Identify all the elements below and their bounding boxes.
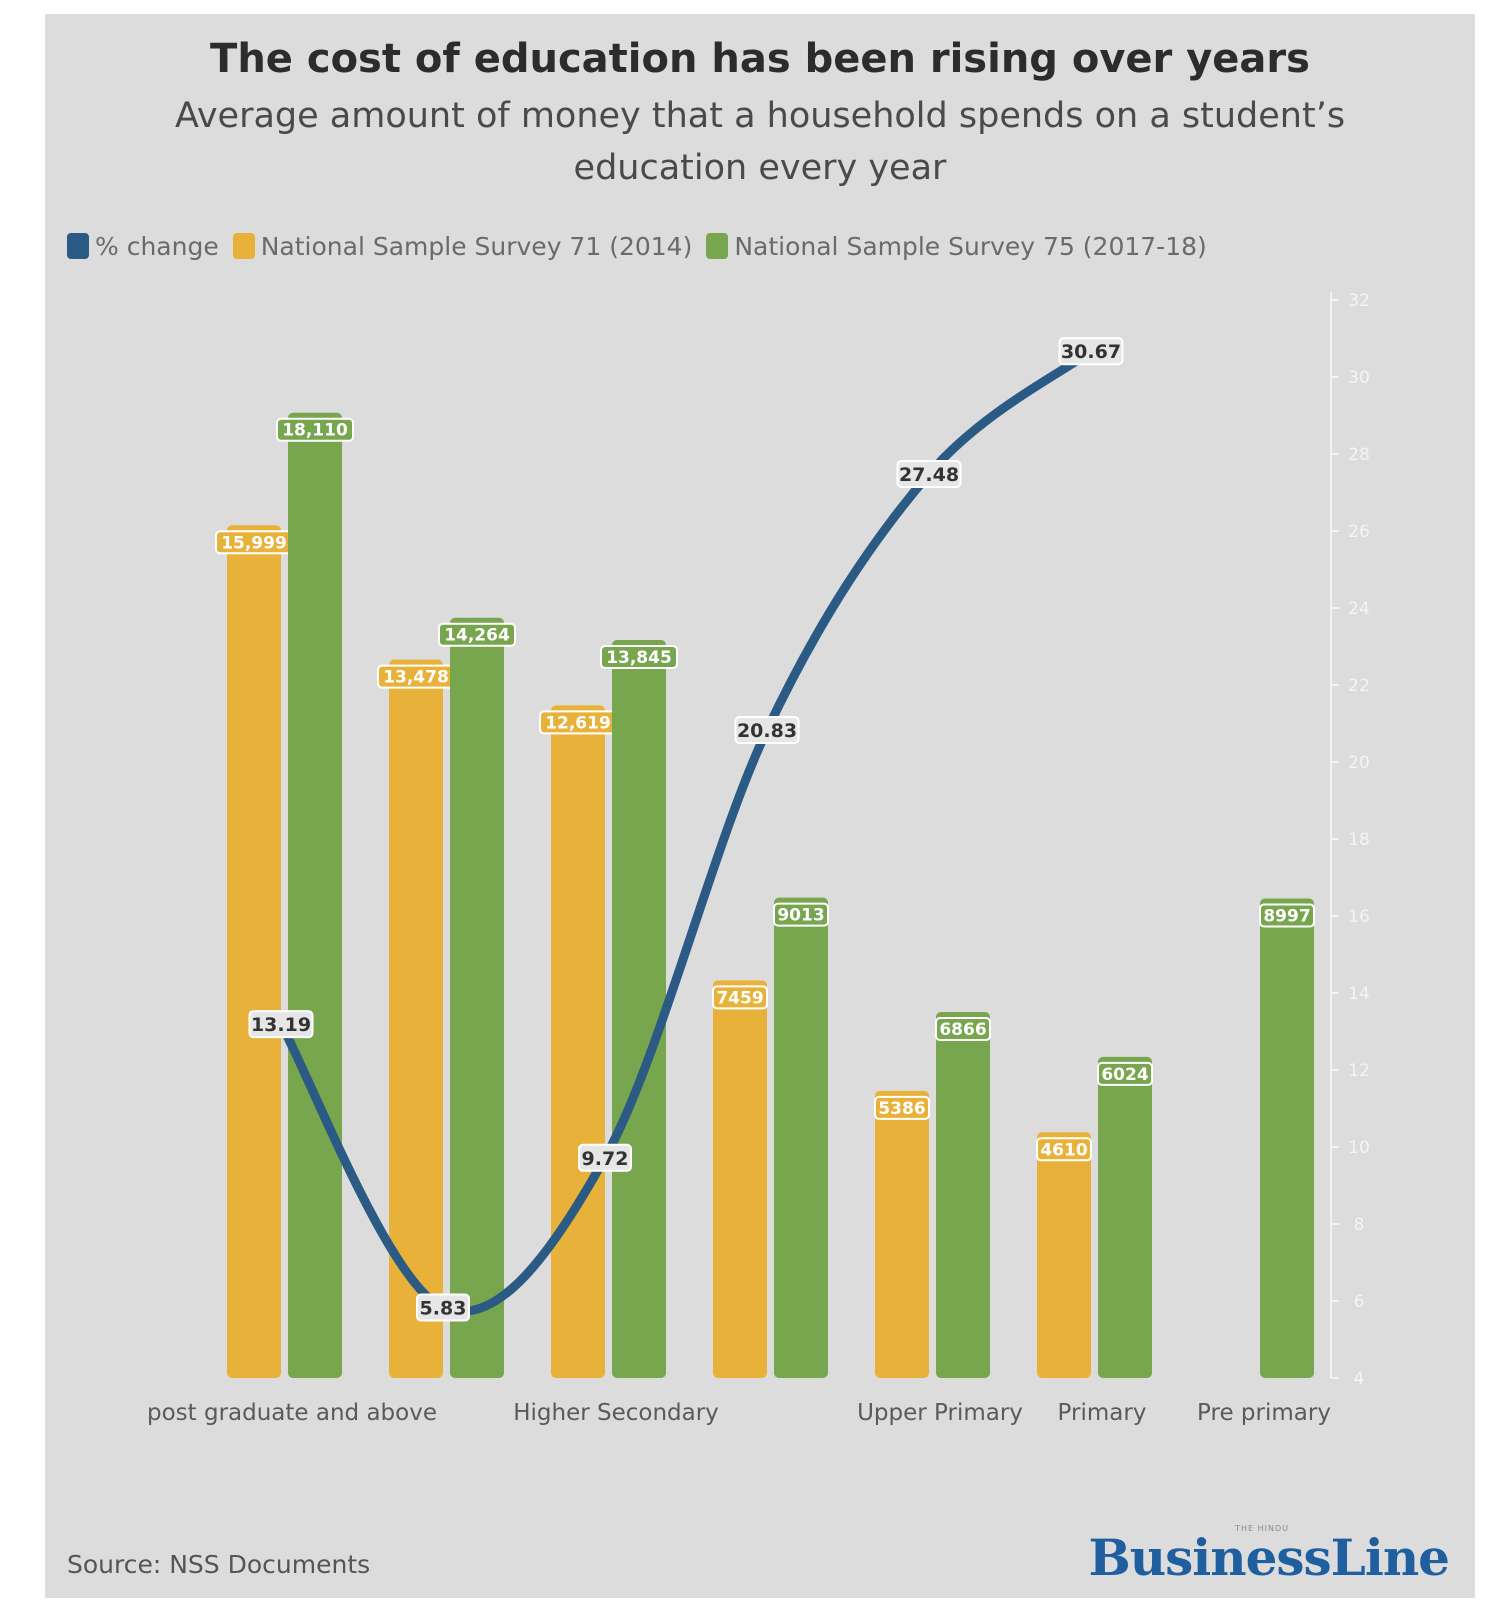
- x-tick-label: Primary: [1058, 1400, 1147, 1426]
- right-axis-tick-label: 18: [1348, 830, 1370, 850]
- right-axis-tick-label: 28: [1348, 445, 1370, 465]
- source-note: Source: NSS Documents: [67, 1550, 371, 1579]
- nss71-label: 12,619: [545, 713, 611, 733]
- nss75-bar: [774, 897, 828, 1378]
- pct-change-label-bg: [896, 460, 962, 489]
- right-axis-tick-label: 16: [1348, 907, 1370, 927]
- right-axis-tick-label: 24: [1348, 599, 1370, 619]
- legend-swatch-pct-change: [67, 233, 89, 259]
- pct-change-label-bg: [578, 1143, 632, 1172]
- nss75-label-bg: [1097, 1061, 1153, 1086]
- nss75-label: 13,845: [606, 648, 672, 668]
- nss75-label: 6866: [939, 1020, 986, 1040]
- right-axis-tick-label: 32: [1348, 291, 1370, 311]
- nss75-label-bg: [438, 622, 516, 647]
- nss71-bar: [551, 705, 605, 1378]
- nss75-label: 6024: [1101, 1065, 1148, 1085]
- x-tick-label: Pre primary: [1197, 1400, 1331, 1426]
- nss71-label: 13,478: [383, 668, 449, 688]
- nss75-bar: [612, 640, 666, 1378]
- brand-logo: BusinessLine: [1088, 1528, 1450, 1587]
- legend-label-pct-change: % change: [95, 231, 219, 261]
- nss71-bar: [875, 1090, 929, 1378]
- nss75-bar: [1260, 898, 1314, 1378]
- legend-label-nss75: National Sample Survey 75 (2017-18): [734, 231, 1207, 261]
- right-axis-tick-label: 10: [1348, 1138, 1370, 1158]
- right-axis-tick-label: 26: [1348, 522, 1370, 542]
- x-tick-label: post graduate and above: [147, 1400, 437, 1426]
- legend-swatch-nss75: [706, 233, 729, 259]
- nss75-bar: [1098, 1056, 1152, 1378]
- nss71-bar: [713, 980, 767, 1378]
- nss71-label-bg: [874, 1095, 930, 1120]
- pct-change-point-label: 13.19: [251, 1014, 311, 1036]
- nss71-label: 4610: [1040, 1140, 1087, 1160]
- nss75-label-bg: [935, 1017, 991, 1042]
- right-axis-tick-label: 20: [1348, 753, 1370, 773]
- nss75-label: 14,264: [444, 626, 510, 646]
- chart-plot: 4 6 8 10 12 14 16 18 20 22 24 26 28 30 32 15,999 18,110 p…: [147, 291, 1370, 1426]
- nss75-label-bg: [600, 645, 678, 670]
- chart-title: The cost of education has been rising ov…: [210, 36, 1310, 82]
- right-axis-tick-label: 12: [1348, 1061, 1370, 1081]
- pct-change-point-label: 9.72: [582, 1148, 629, 1170]
- legend-swatch-nss71: [232, 233, 255, 259]
- pct-change-label-bg: [1058, 337, 1124, 366]
- pct-change-point-label: 5.83: [420, 1298, 467, 1320]
- nss75-label-bg: [1259, 903, 1315, 928]
- pct-change-label-bg: [416, 1293, 470, 1322]
- nss75-bar: [450, 617, 504, 1378]
- pct-change-point-label: 27.48: [899, 464, 959, 486]
- legend-item-pct-change[interactable]: % change: [67, 232, 219, 261]
- pct-change-label-bg: [734, 716, 800, 745]
- legend-item-nss75[interactable]: National Sample Survey 75 (2017-18): [706, 231, 1207, 261]
- right-axis-tick-label: 8: [1354, 1215, 1365, 1235]
- pct-change-point-label: 20.83: [737, 720, 797, 742]
- brand-tagline: THE HINDU: [1235, 1524, 1289, 1533]
- nss75-label-bg: [773, 902, 829, 927]
- pct-change-label-bg: [248, 1010, 314, 1039]
- right-axis-tick-label: 22: [1348, 676, 1370, 696]
- nss71-label: 15,999: [221, 533, 287, 553]
- nss71-label-bg: [712, 985, 768, 1010]
- nss75-label-bg: [276, 417, 354, 442]
- legend-label-nss71: National Sample Survey 71 (2014): [260, 231, 693, 261]
- chart-subtitle: Average amount of money that a household…: [174, 96, 1346, 188]
- legend: % change National Sample Survey 71 (2014…: [67, 228, 1221, 264]
- nss75-bar: [936, 1012, 990, 1378]
- legend-item-nss71[interactable]: National Sample Survey 71 (2014): [232, 231, 693, 261]
- nss71-label: 7459: [716, 988, 763, 1008]
- nss75-label: 8997: [1263, 906, 1310, 926]
- chart-card: The cost of education has been rising ov…: [45, 14, 1475, 1598]
- x-tick-label: Higher Secondary: [513, 1400, 719, 1426]
- right-axis-tick-label: 4: [1354, 1369, 1365, 1389]
- right-axis-tick-label: 14: [1348, 984, 1370, 1004]
- right-axis-tick-label: 6: [1354, 1292, 1365, 1312]
- pct-change-point-label: 30.67: [1061, 341, 1121, 363]
- nss75-label: 9013: [777, 906, 824, 926]
- right-axis-tick-label: 30: [1348, 368, 1370, 388]
- nss71-bar: [389, 659, 443, 1378]
- nss75-label: 18,110: [282, 421, 348, 441]
- nss71-label-bg: [1036, 1137, 1092, 1162]
- nss71-bar: [1037, 1132, 1091, 1378]
- nss75-bar: [288, 412, 342, 1378]
- nss71-label: 5386: [878, 1099, 925, 1119]
- nss71-bar: [227, 525, 281, 1378]
- x-tick-label: Upper Primary: [857, 1400, 1023, 1426]
